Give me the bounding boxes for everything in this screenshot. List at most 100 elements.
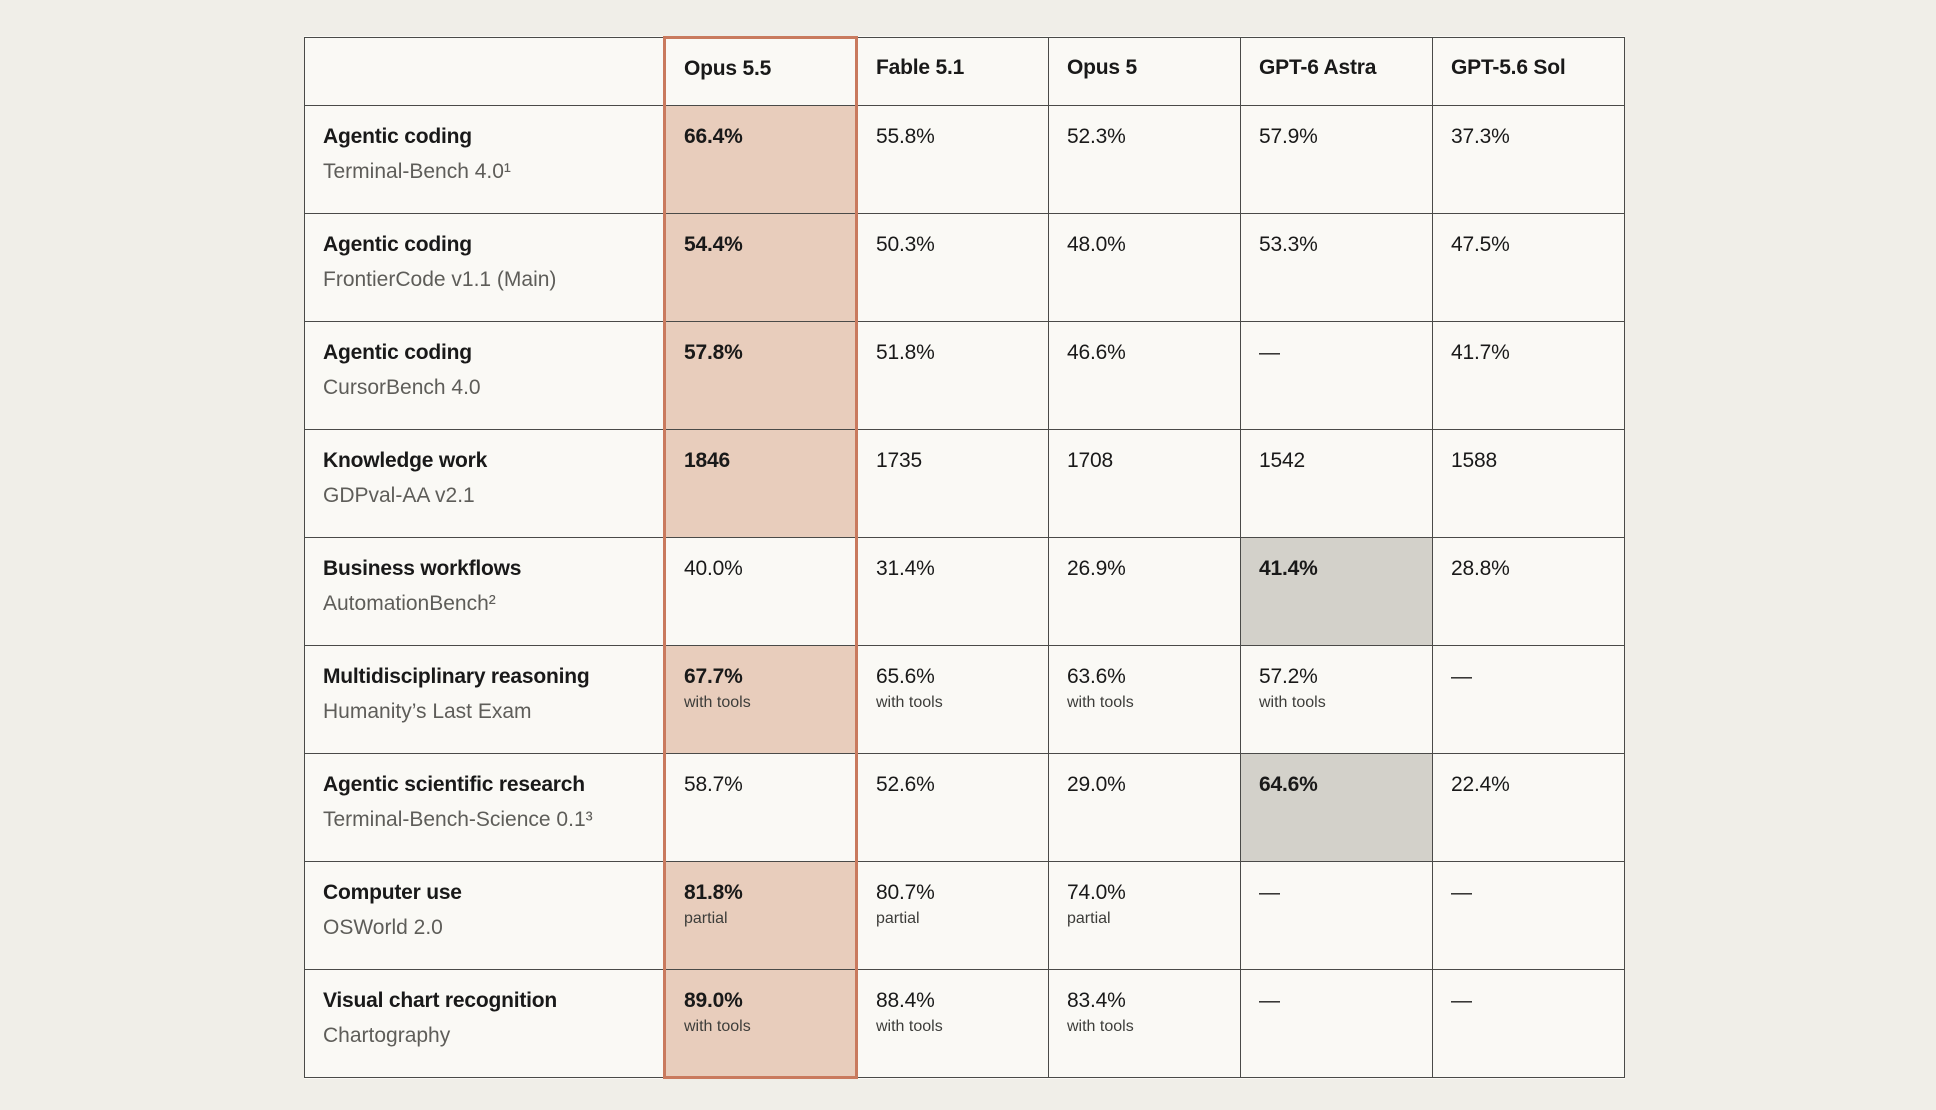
score-value: 50.3% [876, 233, 935, 256]
score-cell: 40.0% [663, 537, 858, 646]
score-value: 83.4% [1067, 989, 1126, 1012]
score-value: 57.2% [1259, 665, 1318, 688]
score-value: 53.3% [1259, 233, 1318, 256]
benchmark-rows: Agentic coding Terminal-Bench 4.0¹ 66.4% 55… [304, 105, 1625, 1079]
row-benchmark-name: CursorBench 4.0 [323, 376, 481, 399]
score-value: 22.4% [1451, 773, 1510, 796]
score-value: 81.8% [684, 881, 743, 904]
score-value: 48.0% [1067, 233, 1126, 256]
score-note: with tools [1067, 1018, 1134, 1035]
score-cell: 46.6% [1048, 321, 1241, 430]
table-row: Knowledge work GDPval-AA v2.1 1846 1735 1708… [304, 429, 1625, 538]
row-label-cell: Multidisciplinary reasoning Humanity’s La… [304, 645, 665, 754]
score-value: — [1259, 341, 1280, 364]
score-cell: — [1432, 861, 1625, 970]
table-row: Multidisciplinary reasoning Humanity’s La… [304, 645, 1625, 754]
score-cell: 88.4% with tools [856, 969, 1049, 1078]
score-cell: 1542 [1240, 429, 1433, 538]
table-row: Visual chart recognition Chartography 89.0… [304, 969, 1625, 1079]
score-value: 1708 [1067, 449, 1113, 472]
row-category: Knowledge work [323, 449, 488, 472]
score-cell: 64.6% [1240, 753, 1433, 862]
row-benchmark-name: GDPval-AA v2.1 [323, 484, 475, 507]
score-note: with tools [876, 694, 943, 711]
row-category: Agentic coding [323, 341, 472, 364]
score-value: 41.4% [1259, 557, 1318, 580]
score-cell: 89.0% with tools [663, 969, 858, 1079]
row-benchmark-name: OSWorld 2.0 [323, 916, 443, 939]
row-label-cell: Business workflows AutomationBench² [304, 537, 665, 646]
score-value: — [1451, 989, 1472, 1012]
score-value: 54.4% [684, 233, 743, 256]
score-cell: 47.5% [1432, 213, 1625, 322]
score-cell: 57.8% [663, 321, 858, 430]
score-value: 1735 [876, 449, 922, 472]
score-value: 1588 [1451, 449, 1497, 472]
row-benchmark-name: Terminal-Bench 4.0¹ [323, 160, 511, 183]
row-benchmark-name: Terminal-Bench-Science 0.1³ [323, 808, 593, 831]
score-note: partial [684, 910, 728, 927]
score-value: 67.7% [684, 665, 743, 688]
row-category: Agentic scientific research [323, 773, 585, 796]
score-cell: — [1240, 321, 1433, 430]
row-category: Multidisciplinary reasoning [323, 665, 590, 688]
score-value: 57.9% [1259, 125, 1318, 148]
score-cell: 63.6% with tools [1048, 645, 1241, 754]
score-cell: 81.8% partial [663, 861, 858, 970]
header-model-opus-5-5: Opus 5.5 [663, 36, 858, 106]
table-row: Computer use OSWorld 2.0 81.8% partial 80.7%… [304, 861, 1625, 970]
score-cell: — [1432, 645, 1625, 754]
score-value: 55.8% [876, 125, 935, 148]
score-value: 52.3% [1067, 125, 1126, 148]
score-value: 28.8% [1451, 557, 1510, 580]
score-cell: 55.8% [856, 105, 1049, 214]
score-cell: 58.7% [663, 753, 858, 862]
score-cell: 52.6% [856, 753, 1049, 862]
score-value: 1542 [1259, 449, 1305, 472]
score-value: 29.0% [1067, 773, 1126, 796]
score-cell: 57.9% [1240, 105, 1433, 214]
table-row: Agentic coding CursorBench 4.0 57.8% 51.8% 4… [304, 321, 1625, 430]
score-cell: 1708 [1048, 429, 1241, 538]
table-row: Business workflows AutomationBench² 40.0% 3… [304, 537, 1625, 646]
header-model-fable-5-1: Fable 5.1 [856, 37, 1049, 106]
score-value: 65.6% [876, 665, 935, 688]
score-value: 1846 [684, 449, 730, 472]
score-cell: 74.0% partial [1048, 861, 1241, 970]
score-cell: 54.4% [663, 213, 858, 322]
score-value: 41.7% [1451, 341, 1510, 364]
score-cell: 50.3% [856, 213, 1049, 322]
score-value: 52.6% [876, 773, 935, 796]
score-note: with tools [1067, 694, 1134, 711]
header-model-gpt-5-6-sol: GPT-5.6 Sol [1432, 37, 1625, 106]
score-note: with tools [876, 1018, 943, 1035]
score-value: 51.8% [876, 341, 935, 364]
score-cell: 65.6% with tools [856, 645, 1049, 754]
row-category: Agentic coding [323, 233, 472, 256]
row-label-cell: Agentic coding FrontierCode v1.1 (Main) [304, 213, 665, 322]
score-value: — [1451, 665, 1472, 688]
score-value: 26.9% [1067, 557, 1126, 580]
row-label-cell: Computer use OSWorld 2.0 [304, 861, 665, 970]
score-value: 57.8% [684, 341, 743, 364]
score-cell: 28.8% [1432, 537, 1625, 646]
score-cell: 51.8% [856, 321, 1049, 430]
header-model-opus-5: Opus 5 [1048, 37, 1241, 106]
score-note: with tools [684, 694, 751, 711]
table-row: Agentic scientific research Terminal-Benc… [304, 753, 1625, 862]
score-cell: 31.4% [856, 537, 1049, 646]
score-cell: 1588 [1432, 429, 1625, 538]
score-cell: 29.0% [1048, 753, 1241, 862]
score-note: with tools [1259, 694, 1326, 711]
score-value: 89.0% [684, 989, 743, 1012]
score-cell: 22.4% [1432, 753, 1625, 862]
score-value: 40.0% [684, 557, 743, 580]
score-value: 74.0% [1067, 881, 1126, 904]
score-cell: 66.4% [663, 105, 858, 214]
score-value: 47.5% [1451, 233, 1510, 256]
score-cell: 83.4% with tools [1048, 969, 1241, 1078]
score-cell: 57.2% with tools [1240, 645, 1433, 754]
score-cell: 80.7% partial [856, 861, 1049, 970]
score-value: 46.6% [1067, 341, 1126, 364]
score-note: with tools [684, 1018, 751, 1035]
